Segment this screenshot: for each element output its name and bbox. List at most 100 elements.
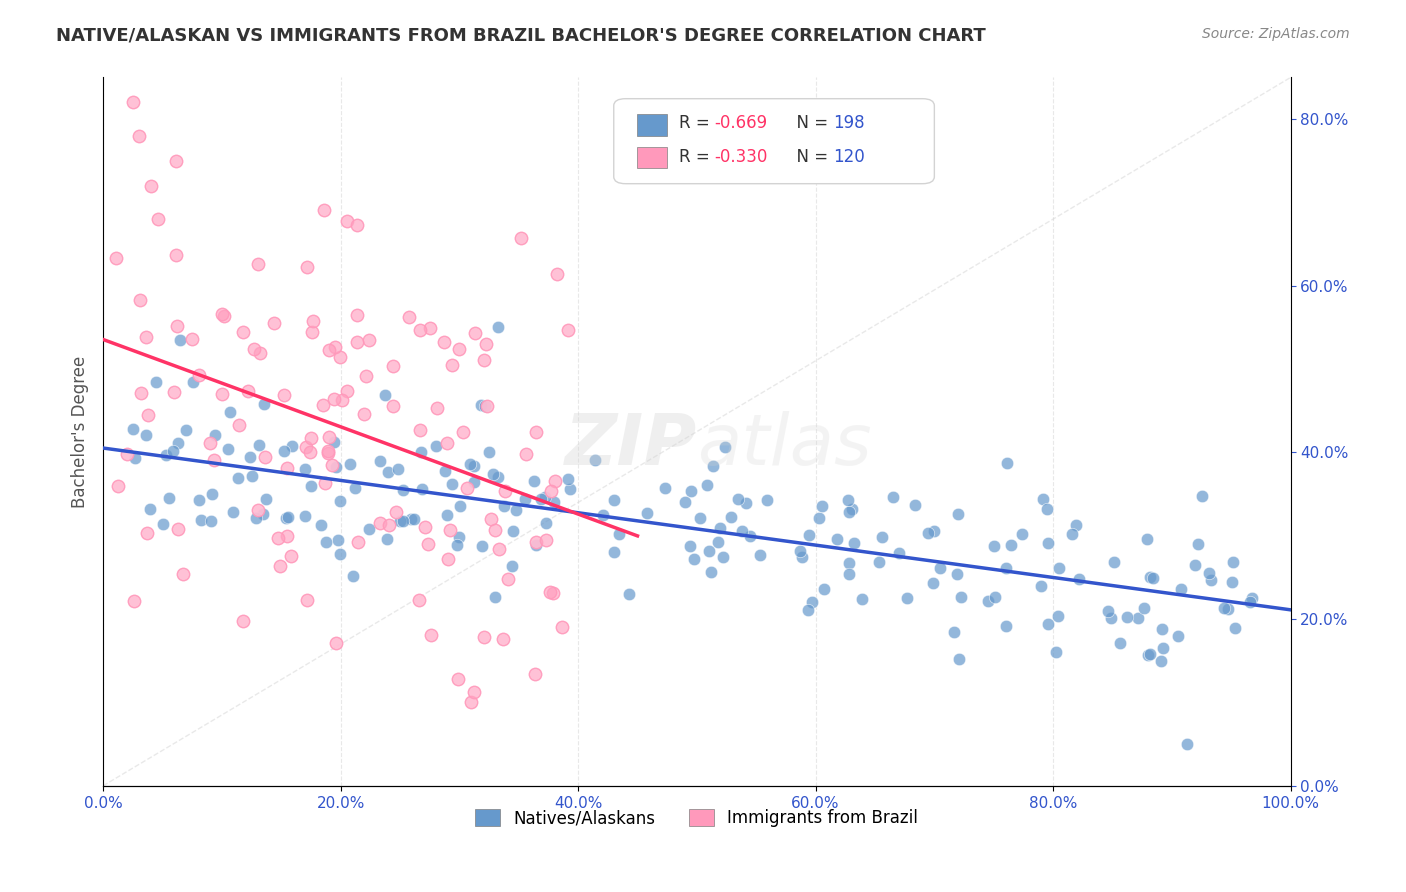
Point [538,584,561,599]
Point [523,667,546,681]
Point [810,499,832,513]
Point [492,632,515,647]
Point [509,230,531,244]
Point [276,461,298,475]
Point [121,95,143,110]
Point [398,310,420,324]
Point [165,248,187,262]
Point [167,522,190,536]
Point [277,509,299,524]
Point [413,520,436,534]
Point [494,483,516,498]
Point [523,667,546,681]
Point [314,202,336,217]
Point [440,477,463,491]
Point [276,529,298,543]
Point [201,486,224,500]
Point [329,350,352,364]
Point [243,343,266,357]
Point [1142,571,1164,585]
Point [1170,582,1192,596]
Point [1191,489,1213,503]
Point [315,534,337,549]
Point [842,535,865,549]
Point [232,614,254,628]
Point [302,314,325,328]
Point [318,429,340,443]
Point [1167,629,1189,643]
Point [388,514,411,528]
Point [541,586,564,600]
Point [592,508,614,522]
Point [837,492,859,507]
Point [180,332,202,346]
Point [382,359,405,373]
Point [115,447,138,461]
Legend: Natives/Alaskans, Immigrants from Brazil: Natives/Alaskans, Immigrants from Brazil [468,803,925,834]
Point [316,446,339,460]
Point [896,591,918,605]
Point [408,593,430,607]
Point [1109,636,1132,650]
Point [464,326,486,341]
Point [984,590,1007,604]
Point [731,524,754,539]
Point [505,502,527,516]
Point [188,492,211,507]
Point [682,552,704,566]
Point [240,468,263,483]
Point [534,516,557,530]
Point [789,544,811,558]
Point [187,368,209,383]
Point [827,533,849,547]
Point [115,447,138,461]
Point [163,385,186,400]
Point [689,511,711,525]
Point [943,624,966,639]
Point [335,384,357,398]
Point [346,335,368,350]
Point [1198,566,1220,581]
Point [190,512,212,526]
Point [328,494,350,508]
Point [357,334,380,348]
Point [252,397,274,411]
FancyBboxPatch shape [637,114,668,136]
Point [748,548,770,562]
Text: -0.330: -0.330 [714,148,768,166]
Point [381,399,404,413]
Point [346,308,368,322]
Point [551,620,574,634]
Point [458,457,481,471]
Point [155,448,177,462]
Point [472,353,495,368]
Point [232,614,254,628]
Point [408,593,430,607]
Point [402,512,425,526]
Point [551,620,574,634]
Point [336,214,359,228]
Y-axis label: Bachelor's Degree: Bachelor's Degree [72,356,89,508]
Point [342,568,364,582]
Point [547,268,569,282]
Point [501,559,523,574]
Point [1038,535,1060,549]
FancyBboxPatch shape [637,147,668,168]
Point [385,505,408,519]
Point [273,388,295,402]
Point [481,511,503,525]
Point [439,523,461,537]
Point [436,508,458,523]
Point [1128,611,1150,625]
Point [463,684,485,698]
Point [239,450,262,464]
Point [447,672,470,686]
Point [460,696,482,710]
Point [557,472,579,486]
Point [603,492,626,507]
Point [540,483,562,498]
Point [411,483,433,497]
Point [494,499,516,513]
Point [481,511,503,525]
Point [122,594,145,608]
